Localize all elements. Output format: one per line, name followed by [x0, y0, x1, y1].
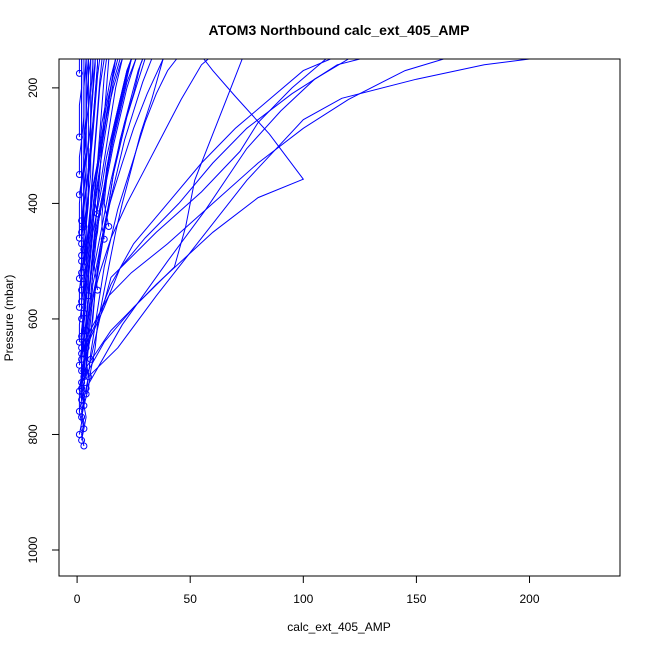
data-point-51 [87, 355, 95, 363]
data-point-45 [75, 133, 83, 141]
data-point-21 [78, 315, 86, 323]
data-point-35 [100, 235, 108, 243]
data-point-25 [84, 292, 92, 300]
data-point-49 [80, 367, 88, 375]
data-point-3 [75, 431, 83, 438]
data-point-37 [80, 246, 88, 254]
data-point-33 [105, 223, 113, 230]
x-tick-label: 0 [74, 592, 81, 606]
profile-line-34 [94, 59, 117, 214]
data-point-44 [75, 171, 83, 178]
data-point-34 [94, 210, 101, 218]
data-point-36 [78, 251, 86, 259]
data-point-14 [75, 361, 83, 369]
profile-line-40 [81, 59, 92, 233]
y-tick-label: 200 [26, 78, 40, 98]
data-point-27 [80, 280, 88, 288]
profile-line-31 [83, 59, 123, 268]
x-tick-label: 50 [184, 592, 198, 606]
data-point-42 [78, 217, 86, 225]
data-point-31 [80, 263, 88, 271]
data-point-40 [78, 228, 86, 236]
x-tick-label: 100 [293, 592, 313, 606]
profile-line-50 [81, 59, 243, 383]
x-tick-label: 150 [406, 592, 426, 606]
profile-line-43 [78, 59, 85, 195]
data-point-24 [78, 298, 86, 306]
chart-title: ATOM3 Northbound calc_ext_405_AMP [209, 22, 470, 38]
profile-line-16 [83, 59, 110, 354]
y-tick-label: 400 [26, 193, 40, 213]
data-point-19 [78, 332, 86, 340]
data-point-41 [80, 223, 88, 230]
data-point-43 [75, 191, 83, 199]
data-point-54 [78, 350, 86, 358]
profile-line-45 [78, 59, 83, 137]
data-point-23 [75, 303, 83, 311]
data-point-29 [94, 286, 101, 294]
data-point-16 [80, 350, 88, 358]
y-axis-label: Pressure (mbar) [2, 275, 16, 362]
y-tick-label: 1000 [26, 536, 40, 563]
profile-line-29 [92, 59, 137, 291]
data-point-18 [75, 338, 83, 346]
profile-line-47 [85, 59, 349, 389]
data-point-6 [75, 407, 83, 415]
y-tick-label: 600 [26, 309, 40, 329]
profile-line-9 [85, 59, 153, 395]
profile-line-41 [83, 59, 96, 227]
data-point-22 [80, 309, 88, 317]
profile-line-22 [83, 59, 107, 314]
x-axis-label: calc_ext_405_AMP [287, 620, 390, 634]
profile-line-53 [83, 59, 444, 343]
profile-line-55 [83, 59, 209, 337]
profile-line-20 [85, 59, 144, 331]
data-point-4 [80, 425, 88, 433]
data-point-46 [75, 69, 83, 77]
data-point-50 [78, 379, 86, 386]
profile-line-11 [81, 59, 164, 389]
profile-line-52 [85, 59, 361, 349]
data-point-1 [80, 442, 88, 450]
profile-line-1 [81, 59, 177, 447]
y-axis: 200 400 600 800 1000 [26, 78, 60, 563]
data-point-2 [78, 436, 86, 444]
data-point-39 [75, 234, 83, 242]
y-tick-label: 800 [26, 424, 40, 444]
data-point-26 [78, 286, 86, 294]
x-tick-label: 200 [520, 592, 540, 606]
data-point-47 [82, 384, 90, 392]
data-point-8 [78, 396, 86, 404]
data-point-7 [80, 402, 88, 410]
plot-area [75, 59, 530, 450]
profile-line-35 [101, 59, 132, 240]
data-point-55 [80, 332, 88, 340]
data-point-28 [75, 275, 83, 282]
data-point-30 [78, 269, 86, 277]
x-axis: 0 50 100 150 200 [74, 575, 540, 606]
profile-line-54 [81, 59, 331, 354]
